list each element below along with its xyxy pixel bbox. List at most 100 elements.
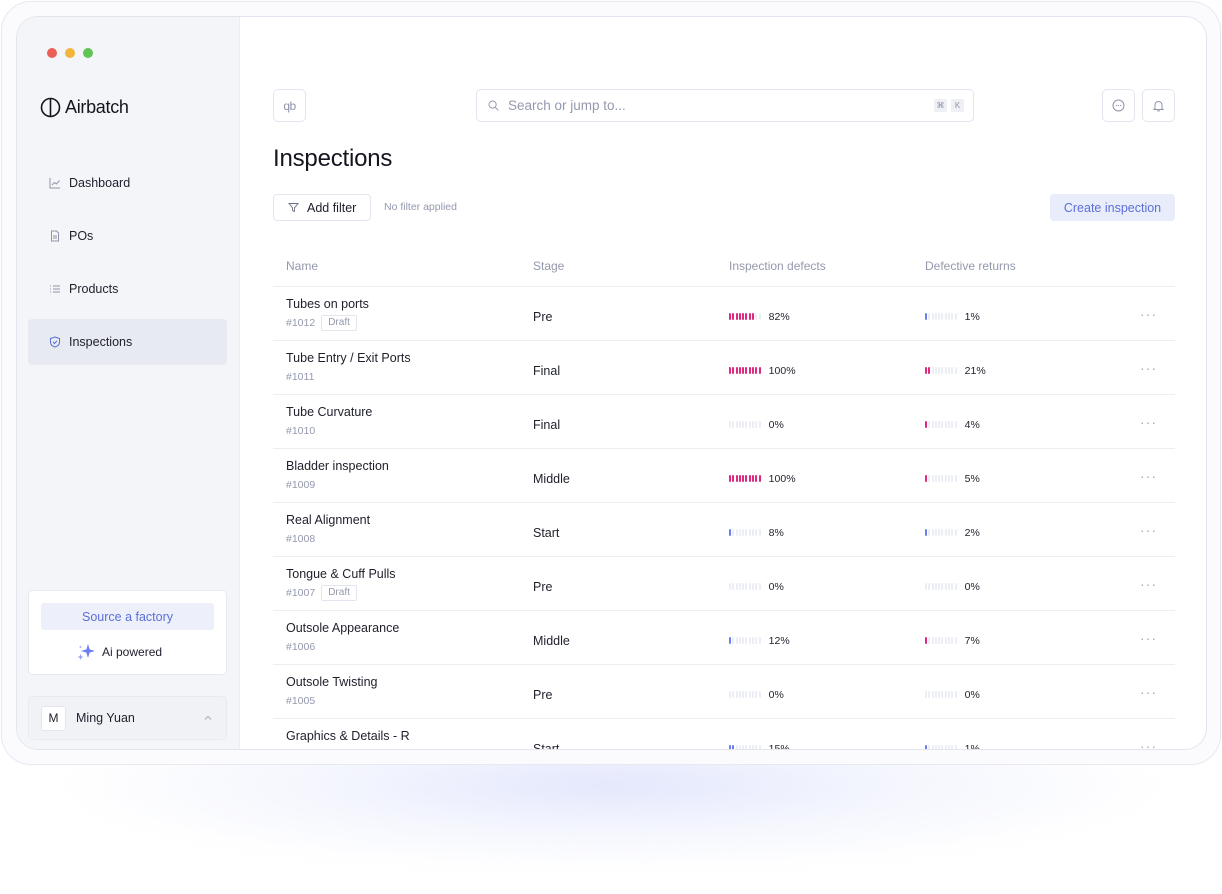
defects-percent: 100% bbox=[768, 364, 796, 377]
bar-segment bbox=[735, 313, 738, 320]
ai-powered-label: Ai powered bbox=[76, 642, 162, 662]
bar-segment bbox=[742, 745, 745, 749]
bar-segment bbox=[745, 583, 748, 590]
column-header-inspection-defects[interactable]: Inspection defects bbox=[729, 259, 826, 273]
add-filter-button[interactable]: Add filter bbox=[273, 194, 371, 221]
name-cell: Real Alignment #1008 bbox=[273, 513, 533, 547]
defects-bar bbox=[729, 637, 761, 644]
minimize-window-button[interactable] bbox=[65, 48, 75, 58]
table-row[interactable]: Outsole Appearance #1006 Middle 12% bbox=[273, 611, 1175, 665]
bar-segment bbox=[941, 421, 944, 428]
bar-segment bbox=[931, 637, 934, 644]
row-meta: #1011 bbox=[286, 369, 533, 385]
returns-bar bbox=[925, 367, 957, 374]
bar-segment bbox=[755, 529, 758, 536]
user-menu[interactable]: M Ming Yuan bbox=[28, 696, 227, 740]
bar-segment bbox=[925, 421, 927, 428]
bar-segment bbox=[944, 745, 947, 749]
app-logo[interactable]: Airbatch bbox=[40, 97, 129, 118]
table-row[interactable]: Graphics & Details - R Start 15% 1% ··· bbox=[273, 719, 1175, 750]
bar-segment bbox=[729, 583, 731, 590]
bar-segment bbox=[738, 367, 741, 374]
bar-segment bbox=[938, 637, 941, 644]
inspection-id: #1008 bbox=[286, 532, 316, 545]
stage-cell: Pre bbox=[533, 574, 729, 594]
row-actions-button[interactable]: ··· bbox=[1140, 683, 1157, 700]
notifications-button[interactable] bbox=[1142, 89, 1175, 122]
inspection-id: #1006 bbox=[286, 640, 316, 653]
bar-segment bbox=[934, 313, 937, 320]
stage-cell: Final bbox=[533, 358, 729, 378]
row-actions-button[interactable]: ··· bbox=[1140, 467, 1157, 484]
defects-bar bbox=[729, 367, 761, 374]
search-bar[interactable]: ⌘ K bbox=[476, 89, 974, 122]
row-actions-button[interactable]: ··· bbox=[1140, 737, 1157, 750]
row-actions-button[interactable]: ··· bbox=[1140, 629, 1157, 646]
row-actions-button[interactable]: ··· bbox=[1140, 575, 1157, 592]
bar-segment bbox=[752, 529, 755, 536]
create-inspection-button[interactable]: Create inspection bbox=[1050, 194, 1175, 221]
bar-segment bbox=[748, 745, 751, 749]
row-actions-button[interactable]: ··· bbox=[1140, 359, 1157, 376]
bar-segment bbox=[732, 637, 735, 644]
table-row[interactable]: Tongue & Cuff Pulls #1007 Draft Pre 0% bbox=[273, 557, 1175, 611]
bar-segment bbox=[748, 529, 751, 536]
chat-button[interactable] bbox=[1102, 89, 1135, 122]
inspection-id: #1012 bbox=[286, 316, 316, 329]
row-meta: #1005 bbox=[286, 693, 533, 709]
bar-segment bbox=[948, 637, 951, 644]
bar-segment bbox=[951, 421, 954, 428]
column-header-stage[interactable]: Stage bbox=[533, 259, 565, 273]
table-row[interactable]: Bladder inspection #1009 Middle 100% bbox=[273, 449, 1175, 503]
sidebar-item-inspections[interactable]: Inspections bbox=[28, 319, 227, 365]
defects-bar bbox=[729, 313, 761, 320]
bar-segment bbox=[925, 583, 927, 590]
returns-bar bbox=[925, 475, 957, 482]
bar-segment bbox=[758, 691, 761, 698]
bar-segment bbox=[732, 367, 735, 374]
promo-card: Source a factory Ai powered bbox=[28, 590, 227, 675]
maximize-window-button[interactable] bbox=[83, 48, 93, 58]
row-actions-button[interactable]: ··· bbox=[1140, 521, 1157, 538]
table-row[interactable]: Tube Curvature #1010 Final 0% 4% bbox=[273, 395, 1175, 449]
column-header-name[interactable]: Name bbox=[286, 259, 319, 273]
returns-percent: 0% bbox=[964, 688, 980, 701]
main-content: qb ⌘ K Inspections Add filter No filter … bbox=[240, 17, 1206, 749]
bar-segment bbox=[732, 583, 735, 590]
name-cell: Tube Curvature #1010 bbox=[273, 405, 533, 439]
table-row[interactable]: Outsole Twisting #1005 Pre 0% 0% bbox=[273, 665, 1175, 719]
table-row[interactable]: Real Alignment #1008 Start 8% 2% bbox=[273, 503, 1175, 557]
bar-segment bbox=[745, 745, 748, 749]
row-meta: #1012 Draft bbox=[286, 314, 533, 331]
sidebar-item-products[interactable]: Products bbox=[28, 266, 227, 312]
bar-segment bbox=[755, 367, 758, 374]
bar-segment bbox=[738, 475, 741, 482]
bar-segment bbox=[954, 691, 957, 698]
bar-segment bbox=[944, 367, 947, 374]
sidebar-item-dashboard[interactable]: Dashboard bbox=[28, 160, 227, 206]
row-actions-button[interactable]: ··· bbox=[1140, 413, 1157, 430]
bar-segment bbox=[758, 313, 761, 320]
returns-cell: 2% bbox=[925, 521, 1121, 539]
table-row[interactable]: Tubes on ports #1012 Draft Pre 82% bbox=[273, 287, 1175, 341]
bar-segment bbox=[748, 583, 751, 590]
sidebar-item-pos[interactable]: POs bbox=[28, 213, 227, 259]
table-row[interactable]: Tube Entry / Exit Ports #1011 Final 100% bbox=[273, 341, 1175, 395]
bar-segment bbox=[758, 367, 761, 374]
stage-cell: Pre bbox=[533, 304, 729, 324]
source-factory-button[interactable]: Source a factory bbox=[41, 603, 214, 630]
bar-segment bbox=[755, 313, 758, 320]
returns-bar bbox=[925, 583, 957, 590]
close-window-button[interactable] bbox=[47, 48, 57, 58]
bar-segment bbox=[954, 637, 957, 644]
bar-segment bbox=[925, 367, 927, 374]
column-header-defective-returns[interactable]: Defective returns bbox=[925, 259, 1016, 273]
bar-segment bbox=[735, 637, 738, 644]
bar-segment bbox=[758, 529, 761, 536]
stage-cell: Pre bbox=[533, 682, 729, 702]
bar-segment bbox=[948, 529, 951, 536]
app-switcher-button[interactable]: qb bbox=[273, 89, 306, 122]
search-input[interactable] bbox=[508, 98, 908, 113]
row-actions-button[interactable]: ··· bbox=[1140, 305, 1157, 322]
bar-segment bbox=[742, 691, 745, 698]
